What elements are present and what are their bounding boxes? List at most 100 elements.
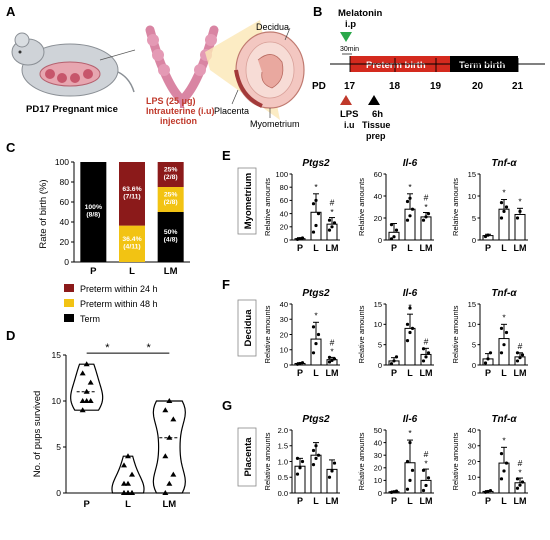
ytick-label: 100 [275,170,288,179]
d-point [162,490,169,495]
xtick-label: LM [420,496,433,506]
ytick-label: 30 [280,315,288,324]
panel-c-legend: Preterm within 24 h Preterm within 48 h … [64,284,158,324]
ytick-label: 0 [472,361,476,370]
legend-swatch-preterm48 [64,299,74,307]
c-bar-segment [157,212,184,262]
legend-term: Term [80,314,100,324]
d-sig-star: * [105,342,110,354]
xtick-label: LM [420,368,433,378]
data-point [410,468,415,472]
xtick-label: P [485,368,491,378]
ytick-label: 0 [472,489,476,498]
significance-mark: * [408,428,412,438]
delay-label: 30min [340,46,359,53]
c-bar-segment [80,162,107,262]
ytick-label: 0.5 [278,473,288,482]
xtick-label: L [407,243,413,253]
c-bar-label: 36.4% (4/11) [122,236,141,250]
c-ytick-label: 100 [55,157,69,167]
ytick-label: 1.0 [278,457,288,466]
d-point [166,398,173,403]
c-bar-segment [157,187,184,212]
data-point [314,456,318,460]
mouse-label: PD17 Pregnant mice [26,104,118,115]
significance-mark: * [408,182,412,192]
data-point [314,444,318,448]
data-point [426,212,431,216]
d-point [83,398,90,403]
data-point [499,477,504,481]
ytick-label: 15 [468,170,476,179]
data-point [483,234,488,239]
ytick-label: 40 [280,209,288,218]
data-point [515,477,520,481]
significance-mark: # * [424,193,429,212]
xtick-label: P [297,368,303,378]
tissue-label-placenta: Placenta [243,437,254,477]
ytick-label: 10 [468,192,476,201]
c-bar-label: 50% (4/8) [164,229,178,243]
lps-arrow-icon [340,95,352,105]
panel-d: D No. of pups survived 0 5 10 15 P L LM * * [6,328,190,510]
data-point [520,353,525,357]
d-point [170,416,177,422]
data-point [392,490,396,494]
ytick-label: 0 [472,236,476,245]
ytick-label: 0 [284,361,288,370]
panel-b-letter: B [313,4,322,19]
significance-mark: # * [330,337,335,356]
panel-d-plot: 0 5 10 15 P L LM * * [52,342,190,510]
ytick-label: 2.0 [278,426,288,435]
significance-mark: # * [330,198,335,217]
panel-g-letter: G [222,398,232,413]
data-point [486,489,490,494]
significance-mark: * [502,312,506,322]
data-point [408,478,412,482]
d-point [170,471,177,477]
lps-label-2: Intrauterine (i.u) [146,106,215,116]
data-point [424,355,428,359]
xtick-label: LM [326,368,339,378]
tissue-box-decidua [237,299,257,357]
xtick-label: P [391,496,397,506]
ytick-label: 5 [378,340,382,349]
melatonin-route: i.p [345,19,356,30]
data-point [410,207,415,211]
data-point [499,452,504,456]
data-point [499,216,504,220]
xtick-label: P [485,243,491,253]
data-point [392,359,396,363]
significance-mark: # * [518,458,523,477]
relative-amounts-label: Relative amounts [451,178,460,236]
c-ytick-label: 60 [60,197,70,207]
data-point [504,205,509,209]
data-point [405,459,410,464]
bar [310,454,322,494]
panel-e: E Myometrium [222,148,257,235]
data-point [504,330,509,335]
xtick-label: LM [326,243,339,253]
data-point [389,362,394,366]
ytick-label: 5 [472,214,476,223]
bar [404,208,416,241]
data-point [327,228,332,232]
data-point [311,351,316,355]
bar-plot-e2: Il-6 Relative amounts 0 20 40 60 P * L # * LM [357,158,434,253]
d-ytick-label: 10 [52,396,62,406]
gene-title: Il-6 [403,414,418,425]
significance-mark: * [408,302,412,312]
ytick-label: 40 [280,300,288,309]
ytick-label: 60 [374,170,382,179]
xtick-label: L [313,243,319,253]
lps-timeline-route: i.u [344,120,355,130]
bar-plot-e1: Ptgs2 Relative amounts 0 20 40 60 80 100 P * L # * LM [263,158,340,253]
d-point [129,471,135,477]
data-point [316,453,321,457]
data-point [408,214,412,218]
xtick-label: P [391,368,397,378]
c-bar-label: 63.6% (7/11) [122,186,141,200]
panel-c-plot: 0 20 40 60 80 100 100% (8/8) P 36.4% (4/11) 63.6% (7… [55,157,190,277]
label-placenta: Placenta [214,106,249,116]
